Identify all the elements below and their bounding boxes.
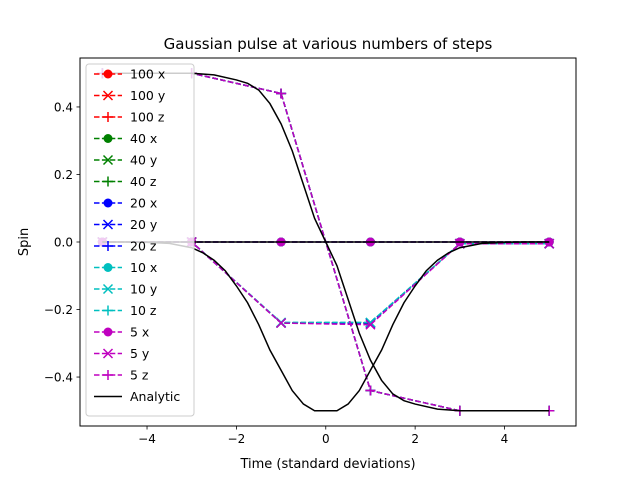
legend-label: 10 x	[130, 260, 157, 275]
legend-entry: 10 z	[94, 303, 157, 318]
legend-marker	[102, 348, 114, 359]
legend-label: 40 z	[130, 174, 157, 189]
legend-entry: 40 x	[94, 131, 157, 146]
y-tick-label: 0.0	[54, 235, 73, 249]
legend-label: 40 y	[130, 153, 158, 168]
legend-entry: 100 z	[94, 110, 165, 125]
legend-marker	[103, 112, 113, 122]
legend: 100 x 100 y 100 z 40 x 40 y 40 z 20 x 20 y 20 z 1…	[85, 63, 195, 417]
legend-entry: 5 x	[94, 325, 149, 340]
legend-marker	[103, 327, 113, 337]
legend-box	[85, 63, 195, 417]
legend-marker	[103, 263, 113, 272]
x-tick-label: 4	[501, 432, 509, 446]
legend-marker	[102, 219, 114, 230]
data-point	[544, 238, 555, 249]
legend-label: 20 x	[130, 196, 157, 211]
legend-label: 5 y	[130, 346, 150, 361]
legend-label: 100 x	[130, 67, 165, 82]
y-axis: −0.4 −0.2 0.0 0.2 0.4	[44, 100, 80, 384]
series-line	[102, 241, 550, 412]
legend-entry: 40 y	[94, 153, 158, 168]
legend-label: 20 y	[130, 217, 158, 232]
legend-label: Analytic	[130, 389, 180, 404]
x-tick-label: 0	[322, 432, 330, 446]
data-point	[365, 385, 376, 396]
data-point	[276, 317, 287, 329]
legend-entry: 10 y	[94, 282, 158, 297]
legend-marker	[103, 134, 113, 143]
legend-entry: 10 x	[94, 260, 157, 275]
legend-label: 5 z	[130, 368, 149, 383]
x-tick-label: −4	[138, 432, 156, 446]
legend-label: 100 y	[130, 88, 166, 103]
legend-label: 5 x	[130, 325, 149, 340]
y-axis-label: Spin	[17, 228, 32, 256]
legend-marker	[103, 241, 113, 251]
legend-label: 100 z	[130, 110, 165, 125]
legend-marker	[103, 305, 113, 316]
legend-label: 10 z	[130, 303, 157, 318]
legend-label: 10 y	[130, 282, 158, 297]
data-point	[365, 319, 376, 330]
y-tick-label: −0.4	[44, 370, 73, 384]
legend-entry: 5 z	[94, 368, 149, 383]
legend-entry: 40 z	[94, 174, 157, 189]
legend-entry: 20 x	[94, 196, 157, 211]
legend-label: 20 z	[130, 239, 157, 254]
legend-entry: 5 y	[94, 346, 150, 361]
legend-marker	[103, 176, 113, 187]
x-tick-label: −2	[228, 432, 246, 446]
y-tick-label: −0.2	[44, 303, 73, 317]
legend-label: 40 x	[130, 131, 157, 146]
legend-entry: 20 y	[94, 217, 158, 232]
legend-entry: 20 z	[94, 239, 157, 254]
legend-marker	[102, 90, 114, 101]
chart-title: Gaussian pulse at various numbers of ste…	[164, 35, 493, 53]
x-axis-label: Time (standard deviations)	[239, 457, 415, 472]
legend-marker	[103, 69, 113, 79]
legend-marker	[103, 198, 113, 208]
x-axis: −4 −2 0 2 4	[138, 426, 508, 446]
y-tick-label: 0.2	[54, 168, 73, 182]
series-15	[102, 241, 550, 412]
legend-entry: Analytic	[94, 389, 180, 404]
legend-marker	[102, 283, 114, 295]
legend-marker	[102, 154, 114, 166]
data-point	[276, 88, 287, 99]
legend-entry: 100 x	[94, 67, 165, 82]
legend-marker	[103, 370, 113, 380]
y-tick-label: 0.4	[54, 100, 73, 114]
legend-entry: 100 y	[94, 88, 166, 103]
x-tick-label: 2	[411, 432, 419, 446]
